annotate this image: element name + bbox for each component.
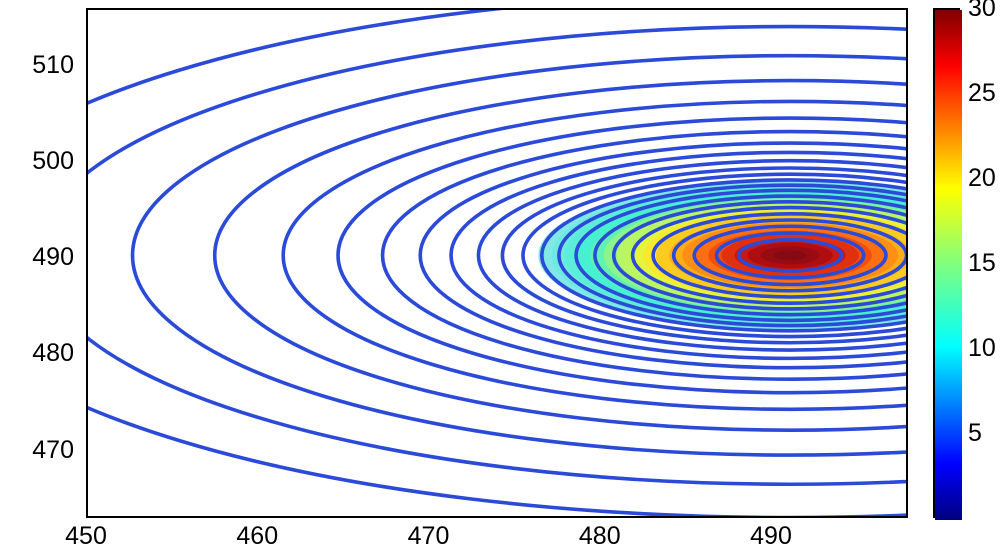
colorbar-tick-label: 30 — [968, 0, 996, 23]
contour-plot-svg — [88, 10, 908, 518]
y-tick-label: 490 — [0, 243, 74, 272]
x-tick-label: 450 — [56, 522, 116, 551]
colorbar-tick-label: 25 — [968, 79, 996, 108]
y-tick-label: 500 — [0, 147, 74, 176]
figure: 470480490500510 450460470480490 51015202… — [0, 0, 1000, 557]
x-tick-label: 470 — [399, 522, 459, 551]
colorbar-tick-label: 10 — [968, 334, 996, 363]
x-tick-label: 480 — [570, 522, 630, 551]
colorbar-tick-label: 15 — [968, 249, 996, 278]
x-tick-label: 460 — [227, 522, 287, 551]
y-tick-label: 510 — [0, 51, 74, 80]
colorbar-svg — [935, 10, 962, 520]
colorbar-tick-label: 5 — [968, 419, 982, 448]
x-tick-label: 490 — [741, 522, 801, 551]
y-tick-label: 470 — [0, 436, 74, 465]
contour-plot — [86, 8, 908, 518]
colorbar — [933, 8, 960, 518]
colorbar-tick-label: 20 — [968, 164, 996, 193]
y-tick-label: 480 — [0, 339, 74, 368]
